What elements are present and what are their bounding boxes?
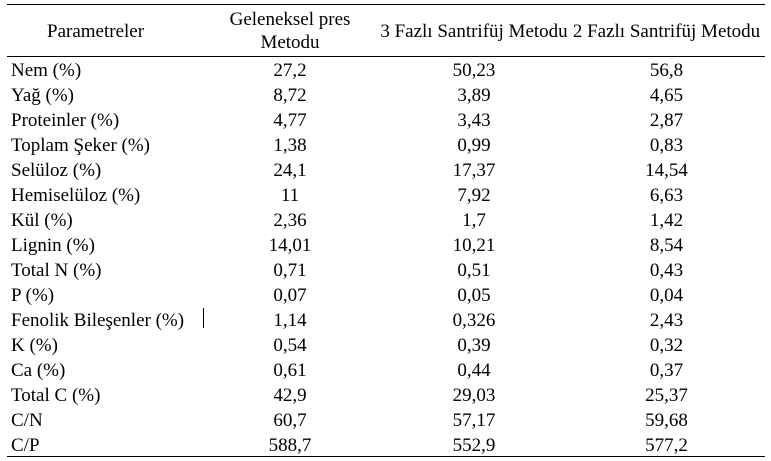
traditional-press-value: 42,9 — [273, 385, 307, 406]
three-phase-value: 7,92 — [457, 185, 491, 206]
text-cursor — [203, 308, 204, 328]
table-row: Total C (%) 42,9 29,03 25,37 — [7, 383, 765, 408]
table-header-row: Parametreler Geleneksel pres Metodu 3 Fa… — [7, 6, 765, 56]
traditional-press-value: 588,7 — [268, 435, 312, 456]
traditional-press-value: 27,2 — [273, 60, 307, 81]
two-phase-value: 0,43 — [649, 260, 684, 281]
two-phase-value: 0,83 — [649, 135, 684, 156]
two-phase-value: 577,2 — [645, 435, 688, 456]
table-row: C/N 60,7 57,17 59,68 — [7, 408, 765, 433]
traditional-press-value: 60,7 — [273, 410, 307, 431]
two-phase-value: 2,87 — [649, 110, 684, 131]
two-phase-value: 14,54 — [645, 160, 688, 181]
traditional-press-value: 2,36 — [273, 210, 307, 231]
table-row: P (%) 0,07 0,05 0,04 — [7, 283, 765, 308]
parameter-cell: Total C (%) — [11, 385, 101, 406]
table-row: Nem (%) 27,2 50,23 56,8 — [7, 58, 765, 83]
parameter-cell: Hemiselüloz (%) — [11, 185, 141, 206]
table-row: Kül (%) 2,36 1,7 1,42 — [7, 208, 765, 233]
table-row: Selüloz (%) 24,1 17,37 14,54 — [7, 158, 765, 183]
three-phase-value: 552,9 — [452, 435, 496, 456]
parameter-cell: C/N — [11, 410, 43, 431]
two-phase-value: 2,43 — [649, 310, 684, 331]
two-phase-value: 1,42 — [649, 210, 684, 231]
traditional-press-value: 14,01 — [268, 235, 312, 256]
table-body: Nem (%) 27,2 50,23 56,8 Yağ (%) 8,72 3,89 4,65 P… — [7, 58, 765, 458]
parameter-cell: Fenolik Bileşenler (%) — [11, 310, 185, 331]
traditional-press-value: 0,54 — [273, 335, 307, 356]
parameter-cell: Ca (%) — [11, 360, 66, 381]
two-phase-value: 4,65 — [649, 85, 684, 106]
table-row: Fenolik Bileşenler (%) 1,14 0,326 2,43 — [7, 308, 765, 333]
parameter-cell: Kül (%) — [11, 210, 73, 231]
two-phase-value: 8,54 — [649, 235, 684, 256]
three-phase-value: 0,51 — [457, 260, 491, 281]
three-phase-value: 29,03 — [452, 385, 496, 406]
parameter-cell: P (%) — [11, 285, 55, 306]
traditional-press-value: 0,71 — [273, 260, 307, 281]
table-bottom-rule — [7, 456, 765, 457]
column-header-traditional-press: Geleneksel pres Metodu — [229, 9, 351, 53]
traditional-press-value: 1,14 — [273, 310, 307, 331]
traditional-press-value: 24,1 — [273, 160, 307, 181]
traditional-press-value: 0,61 — [273, 360, 307, 381]
column-header-two-phase: 2 Fazlı Santrifüj Metodu — [572, 20, 761, 42]
parameter-cell: Total N (%) — [11, 260, 102, 281]
traditional-press-value: 4,77 — [273, 110, 307, 131]
parameter-cell: C/P — [11, 435, 40, 456]
traditional-press-value: 0,07 — [273, 285, 307, 306]
three-phase-value: 0,326 — [452, 310, 496, 331]
three-phase-value: 57,17 — [452, 410, 496, 431]
three-phase-value: 0,99 — [457, 135, 491, 156]
two-phase-value: 0,37 — [649, 360, 684, 381]
table-row: C/P 588,7 552,9 577,2 — [7, 433, 765, 458]
table-row: Hemiselüloz (%) 11 7,92 6,63 — [7, 183, 765, 208]
parameter-cell: Toplam Şeker (%) — [11, 135, 151, 156]
three-phase-value: 50,23 — [452, 60, 496, 81]
two-phase-value: 6,63 — [649, 185, 684, 206]
table-row: Ca (%) 0,61 0,44 0,37 — [7, 358, 765, 383]
table-top-rule — [7, 4, 765, 5]
three-phase-value: 1,7 — [462, 210, 486, 231]
table-row: Lignin (%) 14,01 10,21 8,54 — [7, 233, 765, 258]
table-header-rule — [7, 56, 765, 57]
table-row: Total N (%) 0,71 0,51 0,43 — [7, 258, 765, 283]
column-header-parameters: Parametreler — [47, 20, 145, 42]
three-phase-value: 3,43 — [457, 110, 491, 131]
parameter-cell: Selüloz (%) — [11, 160, 102, 181]
two-phase-value: 56,8 — [649, 60, 684, 81]
traditional-press-value: 11 — [280, 185, 300, 206]
two-phase-value: 25,37 — [645, 385, 688, 406]
traditional-press-value: 8,72 — [273, 85, 307, 106]
parameter-cell: K (%) — [11, 335, 58, 356]
parameter-cell: Nem (%) — [11, 60, 82, 81]
column-header-three-phase: 3 Fazlı Santrifüj Metodu — [380, 20, 568, 42]
two-phase-value: 0,04 — [649, 285, 684, 306]
parameter-cell: Yağ (%) — [11, 85, 74, 106]
three-phase-value: 3,89 — [457, 85, 491, 106]
traditional-press-value: 1,38 — [273, 135, 307, 156]
parameter-cell: Lignin (%) — [11, 235, 95, 256]
three-phase-value: 10,21 — [452, 235, 496, 256]
table-row: K (%) 0,54 0,39 0,32 — [7, 333, 765, 358]
two-phase-value: 0,32 — [649, 335, 684, 356]
table-row: Toplam Şeker (%) 1,38 0,99 0,83 — [7, 133, 765, 158]
three-phase-value: 0,05 — [457, 285, 491, 306]
two-phase-value: 59,68 — [645, 410, 688, 431]
three-phase-value: 0,44 — [457, 360, 491, 381]
three-phase-value: 0,39 — [457, 335, 491, 356]
table-row: Proteinler (%) 4,77 3,43 2,87 — [7, 108, 765, 133]
table-row: Yağ (%) 8,72 3,89 4,65 — [7, 83, 765, 108]
three-phase-value: 17,37 — [452, 160, 496, 181]
parameter-cell: Proteinler (%) — [11, 110, 120, 131]
